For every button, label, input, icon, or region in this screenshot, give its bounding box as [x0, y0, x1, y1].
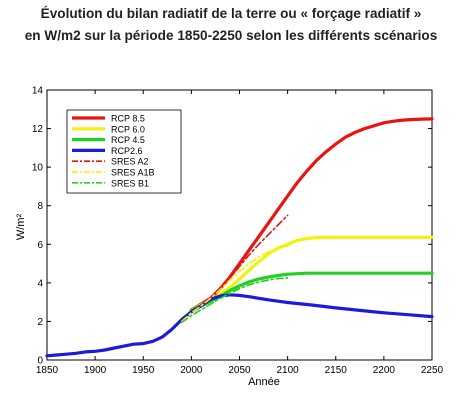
x-tick-label: 1900	[84, 365, 107, 376]
x-tick-label: 2100	[277, 365, 300, 376]
y-tick-label: 6	[37, 240, 43, 251]
x-tick-label: 2000	[180, 365, 203, 376]
chart-title-line-1: Évolution du bilan radiatif de la terre …	[40, 6, 422, 21]
series-line-sres-a1b	[181, 245, 289, 323]
series-line-rcp-8-5	[189, 117, 434, 312]
x-tick-label: 2150	[325, 365, 348, 376]
x-axis-label: Année	[248, 376, 280, 388]
y-tick-label: 0	[37, 356, 43, 367]
x-tick-label: 1850	[36, 365, 59, 376]
y-tick-label: 8	[37, 201, 43, 212]
x-tick-label: 2250	[421, 365, 444, 376]
chart-series-lines	[45, 117, 434, 358]
y-axis-label: W/m²	[15, 214, 27, 241]
chart-title-line-2: en W/m2 sur la période 1850-2250 selon l…	[24, 28, 438, 43]
y-tick-label: 4	[37, 278, 43, 289]
y-tick-label: 10	[32, 163, 44, 174]
chart-axes: 1850 1900 1950 2000 2050 2100 2150 2200 2250 0 2 4 6…	[32, 86, 444, 377]
x-tick-label: 2050	[228, 365, 251, 376]
x-tick-label: 2200	[373, 365, 396, 376]
x-tick-label: 1950	[132, 365, 155, 376]
y-tick-label: 14	[32, 86, 44, 97]
series-line-sres-b1	[181, 277, 289, 324]
legend-label: RCP 4.5	[111, 135, 145, 145]
y-tick-label: 2	[37, 317, 43, 328]
legend-label: RCP2.6	[111, 146, 143, 156]
legend-label: SRES A2	[111, 157, 149, 167]
y-tick-label: 12	[32, 124, 44, 135]
legend-label: SRES A1B	[111, 168, 155, 178]
legend-label: RCP 6.0	[111, 124, 145, 134]
legend-label: RCP 8.5	[111, 114, 145, 124]
series-line-rcp2-6	[45, 293, 434, 358]
legend-label: SRES B1	[111, 178, 149, 188]
